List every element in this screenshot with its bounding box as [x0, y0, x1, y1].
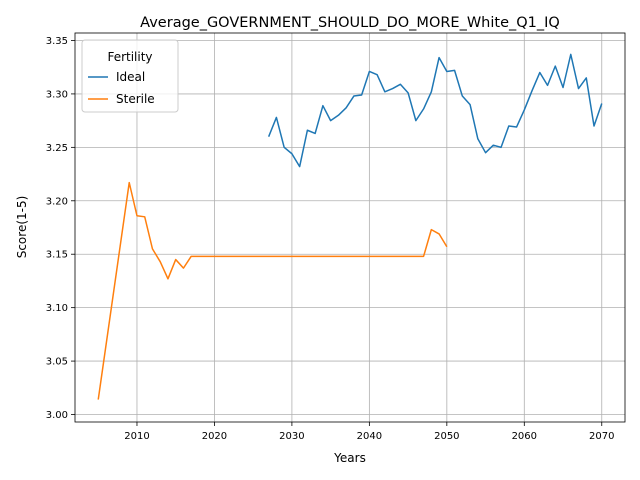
y-tick-label: 3.30 [46, 89, 68, 100]
y-tick-label: 3.20 [46, 196, 68, 207]
x-axis-ticks: 2010 2020 2030 2040 2050 2060 2070 [124, 422, 614, 442]
x-tick-label: 2010 [124, 431, 149, 442]
y-axis-label: Score(1-5) [15, 196, 29, 259]
series-line-sterile [97, 181, 448, 400]
legend-label-ideal: Ideal [116, 70, 145, 84]
y-tick-label: 3.35 [46, 36, 68, 47]
y-tick-label: 3.10 [46, 303, 68, 314]
legend-title: Fertility [107, 50, 152, 64]
x-tick-label: 2040 [357, 431, 382, 442]
x-tick-label: 2030 [279, 431, 304, 442]
legend: Fertility Ideal Sterile [81, 39, 179, 113]
x-axis-label: Years [333, 451, 366, 465]
y-tick-label: 3.15 [46, 250, 68, 261]
grid-lines [75, 33, 625, 422]
y-tick-label: 3.00 [46, 410, 68, 421]
x-tick-label: 2070 [589, 431, 614, 442]
plot-frame [74, 32, 626, 423]
legend-box [81, 39, 179, 113]
x-tick-label: 2020 [202, 431, 227, 442]
y-axis-ticks: 3.00 3.05 3.10 3.15 3.20 3.25 3.30 3.35 [46, 36, 75, 421]
y-tick-label: 3.25 [46, 143, 68, 154]
x-tick-label: 2050 [434, 431, 459, 442]
y-tick-label: 3.05 [46, 357, 68, 368]
x-tick-label: 2060 [512, 431, 537, 442]
series-line-ideal [267, 53, 603, 168]
series-lines [97, 53, 603, 400]
legend-label-sterile: Sterile [116, 92, 155, 106]
chart-title: Average_GOVERNMENT_SHOULD_DO_MORE_White_… [140, 15, 560, 31]
